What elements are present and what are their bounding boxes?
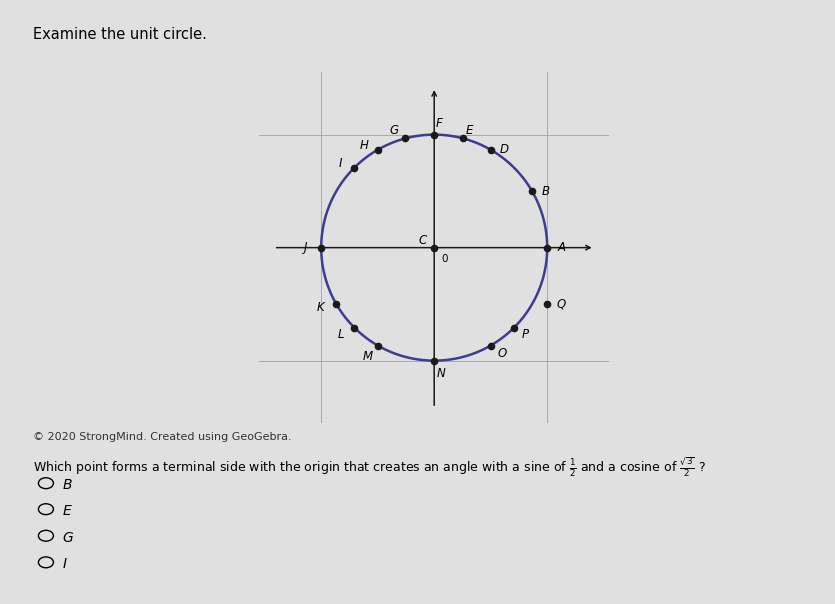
- Text: Examine the unit circle.: Examine the unit circle.: [33, 27, 207, 42]
- Text: 0: 0: [441, 254, 448, 265]
- Text: K: K: [316, 301, 324, 314]
- Text: D: D: [500, 143, 509, 156]
- Text: J: J: [304, 241, 307, 254]
- Text: I: I: [339, 156, 342, 170]
- Text: H: H: [360, 139, 368, 152]
- Text: G: G: [63, 531, 73, 545]
- Text: B: B: [542, 185, 549, 198]
- Text: L: L: [337, 328, 344, 341]
- Text: © 2020 StrongMind. Created using GeoGebra.: © 2020 StrongMind. Created using GeoGebr…: [33, 432, 292, 442]
- Text: Q: Q: [556, 298, 565, 310]
- Text: B: B: [63, 478, 72, 492]
- Text: Which point forms a terminal side with the origin that creates an angle with a s: Which point forms a terminal side with t…: [33, 456, 706, 479]
- Text: P: P: [522, 328, 529, 341]
- Text: F: F: [435, 117, 442, 130]
- Text: A: A: [558, 241, 566, 254]
- Text: G: G: [389, 124, 398, 137]
- Text: N: N: [437, 367, 445, 379]
- Text: E: E: [465, 124, 473, 137]
- Text: O: O: [498, 347, 507, 360]
- Text: C: C: [419, 234, 427, 248]
- Text: I: I: [63, 557, 67, 571]
- Text: E: E: [63, 504, 71, 518]
- Text: M: M: [362, 350, 372, 363]
